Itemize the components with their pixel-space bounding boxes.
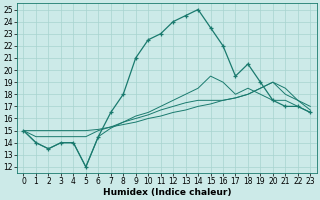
X-axis label: Humidex (Indice chaleur): Humidex (Indice chaleur) bbox=[103, 188, 231, 197]
